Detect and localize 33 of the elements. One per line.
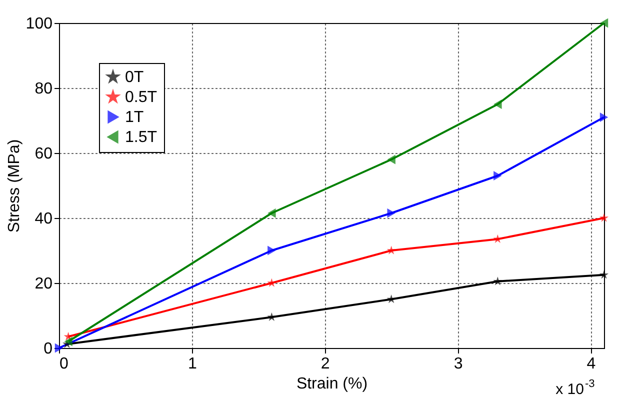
x-tick-label: 0 <box>60 356 68 372</box>
legend-label: 0.5T <box>125 89 158 106</box>
point <box>386 246 396 254</box>
point <box>387 208 396 218</box>
legend-label: 1T <box>125 109 144 126</box>
point <box>64 336 72 346</box>
point <box>599 270 609 279</box>
y-tick-label: 40 <box>34 210 53 228</box>
point <box>599 213 609 222</box>
x-tick-label: 1 <box>188 356 197 372</box>
legend-label: 0T <box>125 69 144 86</box>
point <box>600 112 608 122</box>
point <box>54 343 64 353</box>
point <box>268 246 276 256</box>
point <box>494 171 502 180</box>
point <box>493 276 502 286</box>
point <box>387 154 396 164</box>
point <box>600 18 608 28</box>
x-axis-title: Strain (%) <box>296 376 368 392</box>
point <box>386 294 396 304</box>
x-tick-label: 2 <box>320 356 330 372</box>
y-tick-label: 80 <box>34 80 53 98</box>
x-tick-label: 3 <box>454 356 463 372</box>
y-tick-label: 100 <box>26 16 53 32</box>
legend-label: 1.5T <box>125 129 158 146</box>
point <box>268 208 276 218</box>
y-tick-label: 0 <box>44 340 53 358</box>
x-tick-label: 4 <box>586 356 596 372</box>
y-tick-label: 60 <box>34 146 53 162</box>
point <box>267 312 276 321</box>
y-axis-title: Stress (MPa) <box>6 139 23 233</box>
point <box>494 100 502 109</box>
y-tick-label: 20 <box>34 276 53 292</box>
